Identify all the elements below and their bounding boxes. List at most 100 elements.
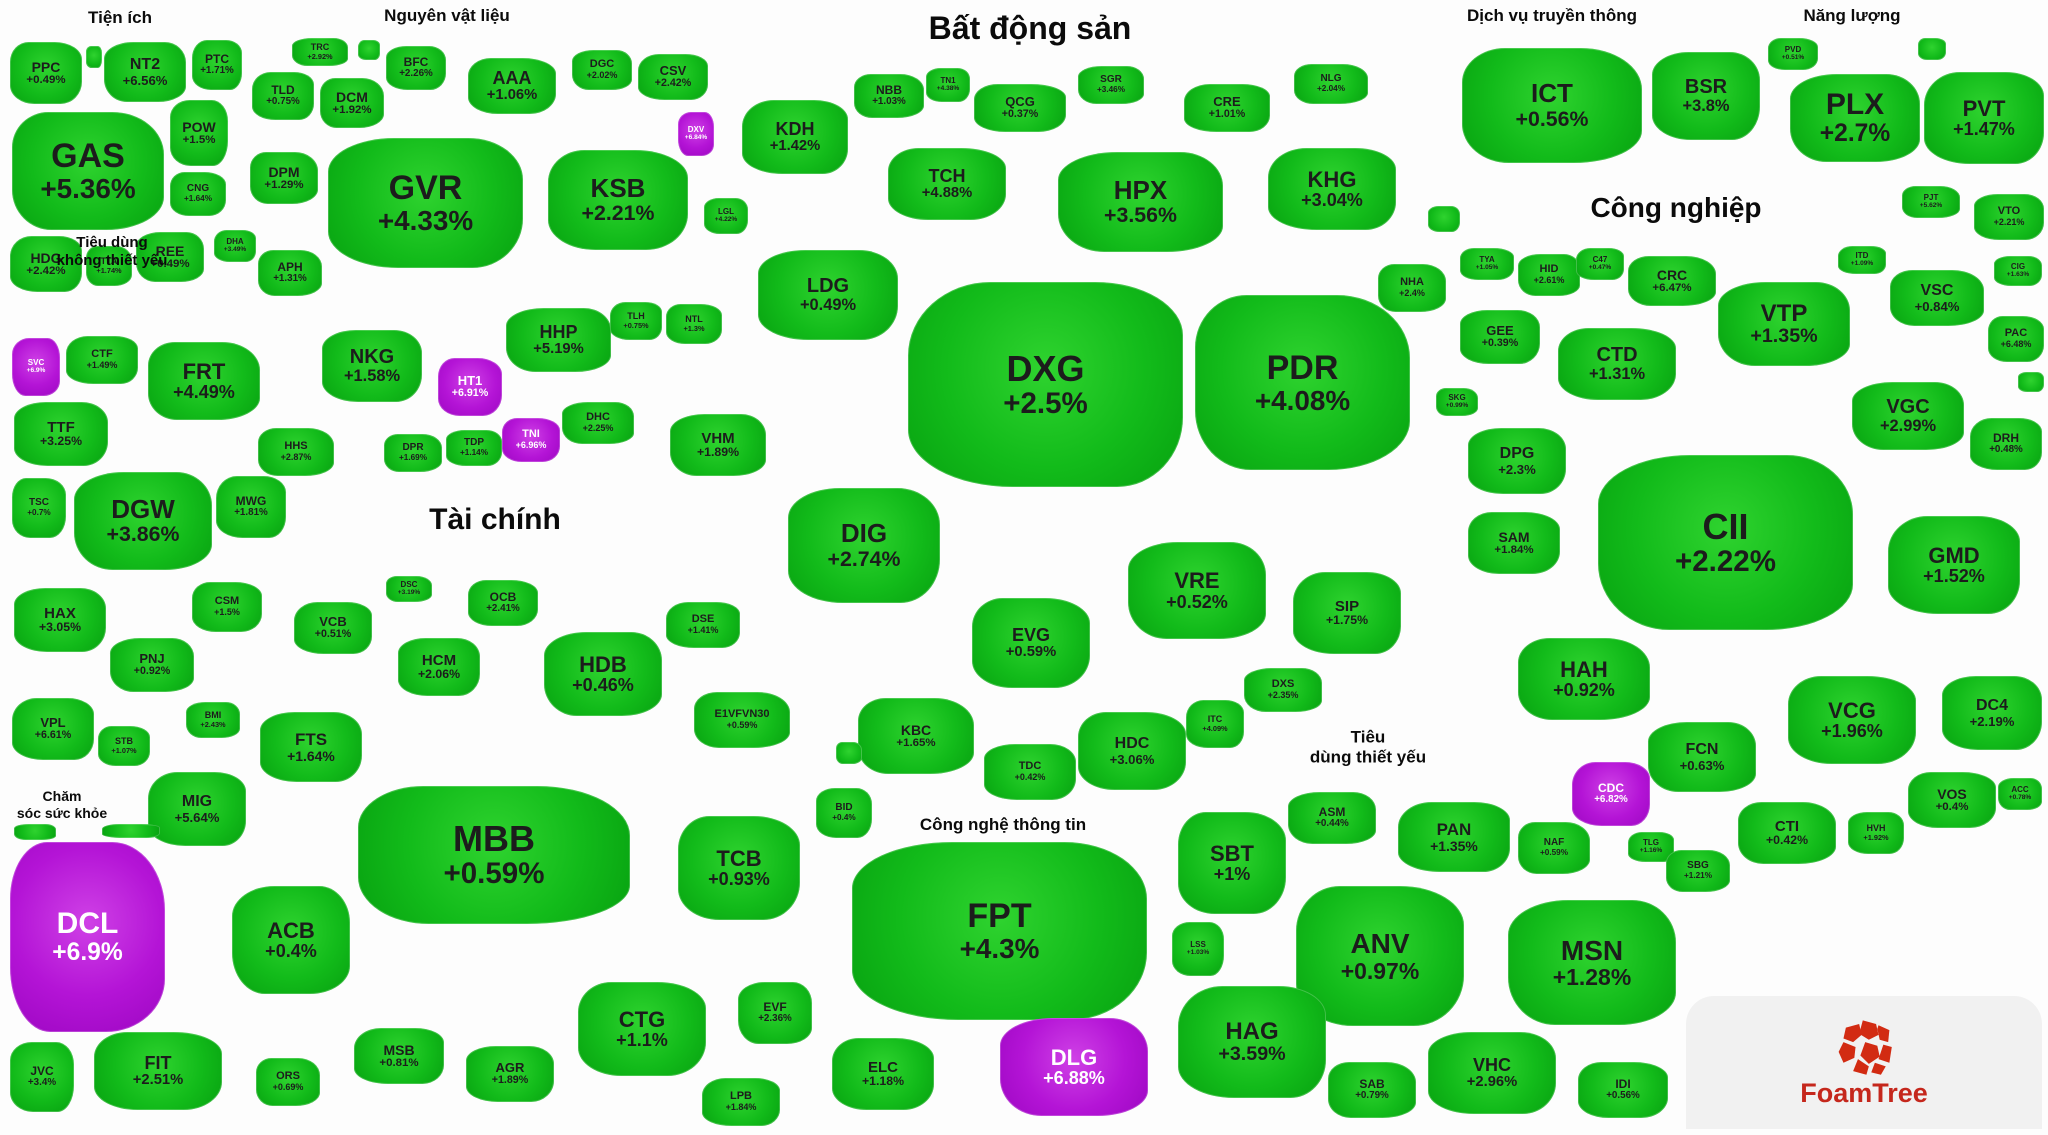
treemap-cell-NLG[interactable]: NLG +2.04%	[1294, 64, 1368, 104]
treemap-cell-LPB[interactable]: LPB +1.84%	[702, 1078, 780, 1126]
treemap-cell-DXS[interactable]: DXS +2.35%	[1244, 668, 1322, 712]
treemap-cell-OCB[interactable]: OCB +2.41%	[468, 580, 538, 626]
treemap-cell-TCH[interactable]: TCH +4.88%	[888, 148, 1006, 220]
treemap-cell-unlabeled[interactable]	[2018, 372, 2044, 392]
treemap-cell-VTO[interactable]: VTO +2.21%	[1974, 194, 2044, 240]
treemap-cell-SGR[interactable]: SGR +3.46%	[1078, 66, 1144, 104]
treemap-cell-FIT[interactable]: FIT +2.51%	[94, 1032, 222, 1110]
treemap-cell-unlabeled[interactable]	[102, 824, 160, 838]
treemap-cell-VSC[interactable]: VSC +0.84%	[1890, 270, 1984, 326]
treemap-cell-TYA[interactable]: TYA +1.05%	[1460, 248, 1514, 280]
sector-label-tai-chinh[interactable]: Tài chính	[429, 502, 561, 538]
treemap-cell-LSS[interactable]: LSS +1.03%	[1172, 922, 1224, 976]
treemap-cell-NKG[interactable]: NKG +1.58%	[322, 330, 422, 402]
treemap-cell-DIG[interactable]: DIG +2.74%	[788, 488, 940, 603]
treemap-cell-TLH[interactable]: TLH +0.75%	[610, 302, 662, 340]
treemap-cell-FRT[interactable]: FRT +4.49%	[148, 342, 260, 420]
treemap-cell-NAF[interactable]: NAF +0.59%	[1518, 822, 1590, 874]
treemap-cell-FPT[interactable]: FPT +4.3%	[852, 842, 1147, 1020]
treemap-cell-FCN[interactable]: FCN +0.63%	[1648, 722, 1756, 792]
treemap-cell-NBB[interactable]: NBB +1.03%	[854, 74, 924, 118]
treemap-cell-CDC[interactable]: CDC +6.82%	[1572, 762, 1650, 826]
treemap-cell-ACB[interactable]: ACB +0.4%	[232, 886, 350, 994]
sector-label-nguyen-vat-lieu[interactable]: Nguyên vật liệu	[384, 6, 510, 26]
sector-label-cong-nghiep[interactable]: Công nghiệp	[1590, 191, 1761, 225]
treemap-cell-HAX[interactable]: HAX +3.05%	[14, 588, 106, 652]
treemap-cell-JVC[interactable]: JVC +3.4%	[10, 1042, 74, 1112]
treemap-cell-VCB[interactable]: VCB +0.51%	[294, 602, 372, 654]
treemap-cell-PPC[interactable]: PPC +0.49%	[10, 42, 82, 104]
treemap-cell-DSE[interactable]: DSE +1.41%	[666, 602, 740, 648]
treemap-cell-BFC[interactable]: BFC +2.26%	[386, 46, 446, 90]
treemap-cell-TRC[interactable]: TRC +2.92%	[292, 38, 348, 66]
treemap-cell-VTP[interactable]: VTP +1.35%	[1718, 282, 1850, 366]
treemap-cell-DXG[interactable]: DXG +2.5%	[908, 282, 1183, 487]
treemap-cell-TDC[interactable]: TDC +0.42%	[984, 744, 1076, 800]
treemap-cell-GMD[interactable]: GMD +1.52%	[1888, 516, 2020, 614]
treemap-cell-HHP[interactable]: HHP +5.19%	[506, 308, 611, 372]
treemap-cell-KDH[interactable]: KDH +1.42%	[742, 100, 848, 174]
treemap-cell-DCM[interactable]: DCM +1.92%	[320, 78, 384, 128]
treemap-cell-CRE[interactable]: CRE +1.01%	[1184, 84, 1270, 132]
treemap-cell-CTG[interactable]: CTG +1.1%	[578, 982, 706, 1076]
treemap-cell-IDI[interactable]: IDI +0.56%	[1578, 1062, 1668, 1118]
treemap-cell-TSC[interactable]: TSC +0.7%	[12, 478, 66, 538]
treemap-cell-ITD[interactable]: ITD +1.09%	[1838, 246, 1886, 274]
treemap-cell-PVT[interactable]: PVT +1.47%	[1924, 72, 2044, 164]
treemap-cell-C47[interactable]: C47 +0.47%	[1576, 248, 1624, 280]
treemap-cell-DGC[interactable]: DGC +2.02%	[572, 50, 632, 90]
treemap-cell-CNG[interactable]: CNG +1.64%	[170, 172, 226, 216]
treemap-cell-DXV[interactable]: DXV +6.84%	[678, 112, 714, 156]
treemap-cell-SVC[interactable]: SVC +6.9%	[12, 338, 60, 396]
treemap-cell-GEE[interactable]: GEE +0.39%	[1460, 310, 1540, 364]
treemap-cell-VPL[interactable]: VPL +6.61%	[12, 698, 94, 760]
treemap-cell-ITC[interactable]: ITC +4.09%	[1186, 700, 1244, 748]
treemap-cell-PAC[interactable]: PAC +6.48%	[1988, 316, 2044, 362]
treemap-cell-DSC[interactable]: DSC +3.19%	[386, 576, 432, 602]
treemap-cell-REE[interactable]: REE +0.49%	[136, 232, 204, 282]
treemap-cell-HDB[interactable]: HDB +0.46%	[544, 632, 662, 716]
treemap-cell-unlabeled[interactable]	[86, 46, 102, 68]
treemap-cell-MBB[interactable]: MBB +0.59%	[358, 786, 630, 924]
treemap-cell-POW[interactable]: POW +1.5%	[170, 100, 228, 166]
treemap-cell-PAN[interactable]: PAN +1.35%	[1398, 802, 1510, 872]
treemap-cell-E1VFVN30[interactable]: E1VFVN30 +0.59%	[694, 692, 790, 748]
treemap-cell-DPM[interactable]: DPM +1.29%	[250, 152, 318, 204]
treemap-cell-QCG[interactable]: QCG +0.37%	[974, 84, 1066, 132]
treemap-cell-TTA[interactable]: TTA +1.74%	[86, 246, 132, 286]
treemap-cell-ANV[interactable]: ANV +0.97%	[1296, 886, 1464, 1026]
treemap-cell-HCM[interactable]: HCM +2.06%	[398, 638, 480, 696]
treemap-cell-VGC[interactable]: VGC +2.99%	[1852, 382, 1964, 450]
treemap-cell-TN1[interactable]: TN1 +4.38%	[926, 68, 970, 102]
sector-label-cham-soc-suc-khoe[interactable]: Chăm sóc sức khỏe	[17, 788, 107, 822]
treemap-cell-VOS[interactable]: VOS +0.4%	[1908, 772, 1996, 828]
treemap-cell-DHC[interactable]: DHC +2.25%	[562, 402, 634, 444]
treemap-cell-EVF[interactable]: EVF +2.36%	[738, 982, 812, 1044]
treemap-cell-TNI[interactable]: TNI +6.96%	[502, 418, 560, 462]
treemap-cell-CRC[interactable]: CRC +6.47%	[1628, 256, 1716, 306]
treemap-cell-PDR[interactable]: PDR +4.08%	[1195, 295, 1410, 470]
sector-label-tien-ich[interactable]: Tiện ích	[88, 8, 152, 28]
treemap-cell-unlabeled[interactable]	[1918, 38, 1946, 60]
treemap-cell-MIG[interactable]: MIG +5.64%	[148, 772, 246, 846]
treemap-cell-DGW[interactable]: DGW +3.86%	[74, 472, 212, 570]
treemap-cell-GAS[interactable]: GAS +5.36%	[12, 112, 164, 230]
treemap-cell-DRH[interactable]: DRH +0.48%	[1970, 418, 2042, 470]
treemap-cell-VCG[interactable]: VCG +1.96%	[1788, 676, 1916, 764]
treemap-cell-BMI[interactable]: BMI +2.43%	[186, 702, 240, 738]
treemap-cell-EVG[interactable]: EVG +0.59%	[972, 598, 1090, 688]
treemap-cell-CIG[interactable]: CIG +1.63%	[1994, 256, 2042, 286]
treemap-cell-ACC[interactable]: ACC +0.78%	[1998, 778, 2042, 810]
foamtree-logo-text[interactable]: FoamTree	[1800, 1078, 1928, 1108]
treemap-cell-HVH[interactable]: HVH +1.92%	[1848, 812, 1904, 854]
treemap-cell-unlabeled[interactable]	[358, 40, 380, 60]
treemap-cell-CTI[interactable]: CTI +0.42%	[1738, 802, 1836, 864]
treemap-cell-unlabeled[interactable]	[1428, 206, 1460, 232]
treemap-cell-LDG[interactable]: LDG +0.49%	[758, 250, 898, 340]
treemap-cell-MSB[interactable]: MSB +0.81%	[354, 1028, 444, 1084]
treemap-cell-SBG[interactable]: SBG +1.21%	[1666, 850, 1730, 892]
treemap-cell-BSR[interactable]: BSR +3.8%	[1652, 52, 1760, 140]
sector-label-nang-luong[interactable]: Năng lượng	[1803, 6, 1900, 26]
treemap-cell-NTL[interactable]: NTL +1.3%	[666, 304, 722, 344]
treemap-cell-AGR[interactable]: AGR +1.89%	[466, 1046, 554, 1102]
